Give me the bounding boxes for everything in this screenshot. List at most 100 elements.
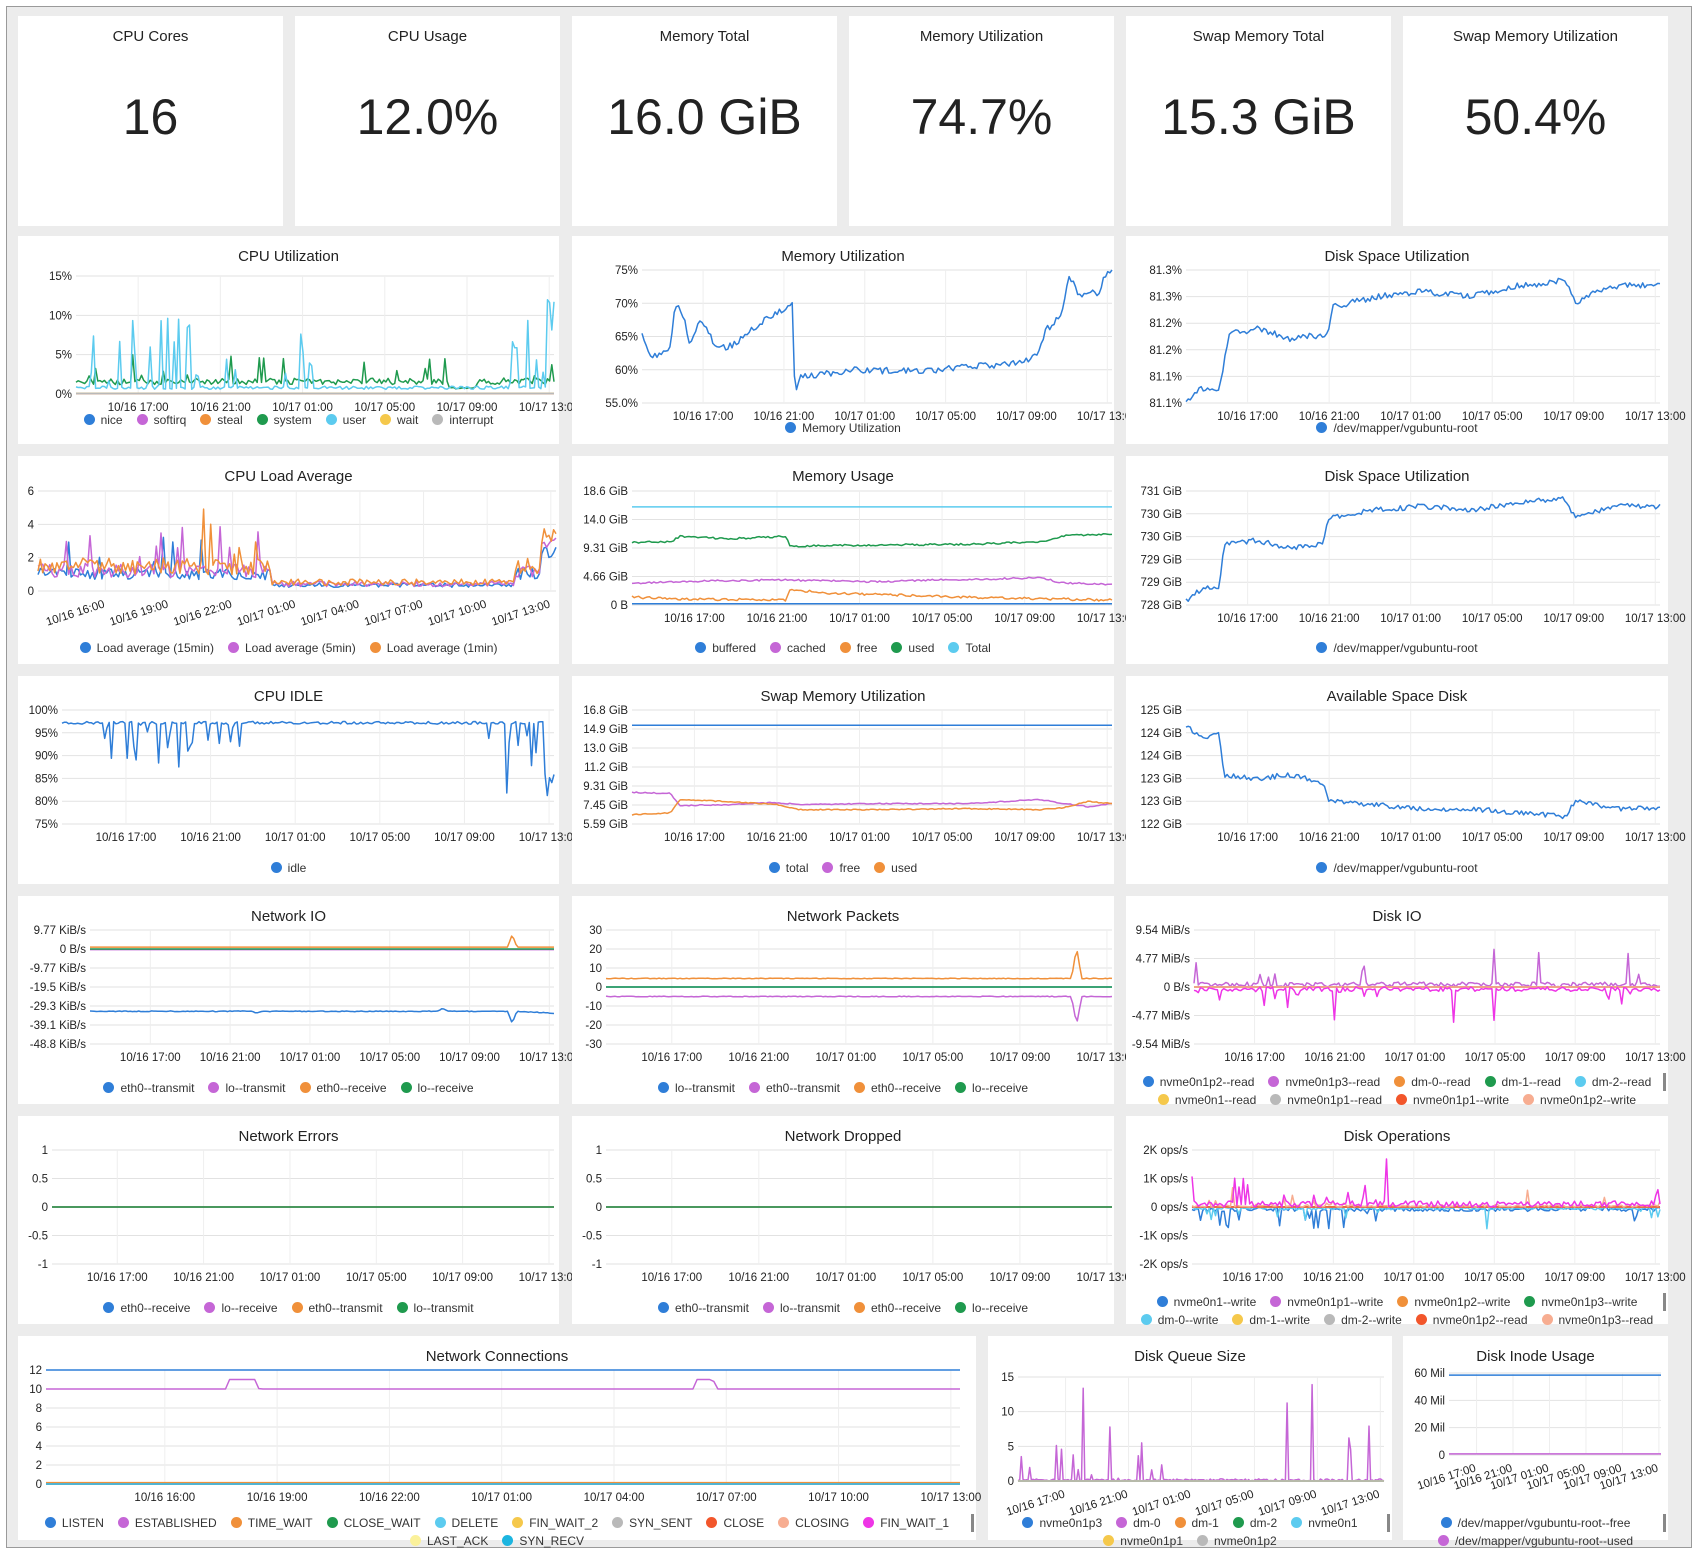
legend-item-lo-receive[interactable]: lo--receive [955, 1299, 1028, 1317]
cpu-load-average-panel: CPU Load Average 6 4 2 0 10/16 16:00 10/16 19:… [18, 456, 559, 664]
legend-item-nvme0n1p1-read[interactable]: nvme0n1p1--read [1270, 1091, 1382, 1109]
legend-item-load-average-1min[interactable]: Load average (1min) [369, 639, 497, 657]
y-tick-label: 729 GiB [1140, 554, 1182, 566]
legend-item-eth0-transmit[interactable]: eth0--transmit [291, 1299, 383, 1317]
legend-item-load-average-15min[interactable]: Load average (15min) [79, 639, 214, 657]
legend-item-nvme0n1p3[interactable]: nvme0n1p3 [1022, 1514, 1102, 1532]
legend-item-dev-mapper-vgubuntu-root[interactable]: /dev/mapper/vgubuntu-root [1316, 419, 1478, 437]
legend-item-established[interactable]: ESTABLISHED [117, 1514, 217, 1532]
legend-scrollbar[interactable] [1663, 1073, 1666, 1091]
legend-item-dm-0-read[interactable]: dm-0--read [1394, 1073, 1471, 1091]
legend-item-dm-1[interactable]: dm-1 [1174, 1514, 1219, 1532]
legend-item-time-wait[interactable]: TIME_WAIT [230, 1514, 313, 1532]
legend-item-nvme0n1[interactable]: nvme0n1 [1291, 1514, 1358, 1532]
legend-item-close-wait[interactable]: CLOSE_WAIT [326, 1514, 421, 1532]
legend-item-lo-transmit[interactable]: lo--transmit [762, 1299, 840, 1317]
legend-item-dev-mapper-vgubuntu-root-used[interactable]: /dev/mapper/vgubuntu-root--used [1437, 1532, 1633, 1550]
legend-item-lo-receive[interactable]: lo--receive [204, 1299, 278, 1317]
series-line-nvme0n1-write [1191, 1206, 1661, 1230]
legend-item-dm-0[interactable]: dm-0 [1116, 1514, 1161, 1532]
legend-item-system[interactable]: system [256, 411, 312, 429]
legend-item-total[interactable]: Total [948, 639, 991, 657]
legend-item-eth0-receive[interactable]: eth0--receive [299, 1079, 387, 1097]
legend-item-eth0-transmit[interactable]: eth0--transmit [657, 1299, 749, 1317]
legend-item-nvme0n1p3-read[interactable]: nvme0n1p3--read [1268, 1073, 1380, 1091]
legend-item-dm-0-write[interactable]: dm-0--write [1140, 1311, 1218, 1329]
legend-item-user[interactable]: user [325, 411, 366, 429]
legend-item-lo-receive[interactable]: lo--receive [955, 1079, 1028, 1097]
legend-item-last-ack[interactable]: LAST_ACK [409, 1532, 488, 1550]
legend-scrollbar[interactable] [1387, 1514, 1390, 1532]
legend-item-memory-utilization[interactable]: Memory Utilization [785, 419, 901, 437]
x-tick-label: 10/17 05:00 [902, 1052, 963, 1064]
legend-scrollbar[interactable] [971, 1514, 974, 1532]
legend-item-dev-mapper-vgubuntu-root[interactable]: /dev/mapper/vgubuntu-root [1316, 639, 1478, 657]
legend-item-nvme0n1p2-read[interactable]: nvme0n1p2--read [1142, 1073, 1254, 1091]
legend-label: system [273, 413, 312, 427]
legend-marker [103, 1302, 115, 1313]
x-tick-label: 10/17 05:00 [1462, 613, 1523, 625]
legend-item-idle[interactable]: idle [270, 859, 306, 877]
legend-item-dm-2[interactable]: dm-2 [1232, 1514, 1277, 1532]
stat-panel-cpu-cores: CPU Cores 16 [18, 16, 283, 226]
chart-title: CPU Utilization [238, 248, 339, 265]
legend-item-used[interactable]: used [874, 859, 917, 877]
legend-item-used[interactable]: used [891, 639, 934, 657]
legend-item-buffered[interactable]: buffered [695, 639, 756, 657]
series-line-dm-0-read [1191, 1158, 1661, 1208]
legend-scrollbar[interactable] [1663, 1514, 1666, 1532]
legend-item-close[interactable]: CLOSE [706, 1514, 764, 1532]
legend-item-nvme0n1-write[interactable]: nvme0n1--write [1156, 1293, 1256, 1311]
legend-item-fin-wait-1[interactable]: FIN_WAIT_1 [863, 1514, 949, 1532]
legend-item-nvme0n1-read[interactable]: nvme0n1--read [1157, 1091, 1256, 1109]
legend-item-dm-1-read[interactable]: dm-1--read [1484, 1073, 1561, 1091]
legend-item-dm-2-read[interactable]: dm-2--read [1574, 1073, 1651, 1091]
x-tick-label: 10/16 21:00 [190, 402, 251, 414]
x-tick-label: 10/16 21:00 [1299, 613, 1360, 625]
legend-item-lo-transmit[interactable]: lo--transmit [657, 1079, 735, 1097]
legend-item-nvme0n1p2[interactable]: nvme0n1p2 [1197, 1532, 1277, 1550]
legend-item-nvme0n1p2-read[interactable]: nvme0n1p2--read [1415, 1311, 1528, 1329]
legend-item-steal[interactable]: steal [200, 411, 243, 429]
legend-item-total[interactable]: total [768, 859, 808, 877]
legend-item-eth0-transmit[interactable]: eth0--transmit [103, 1079, 194, 1097]
legend-item-nvme0n1p3-read[interactable]: nvme0n1p3--read [1541, 1311, 1653, 1329]
legend-item-nvme0n1p1[interactable]: nvme0n1p1 [1103, 1532, 1183, 1550]
legend-item-eth0-receive[interactable]: eth0--receive [103, 1299, 190, 1317]
legend-item-syn-recv[interactable]: SYN_RECV [502, 1532, 584, 1550]
legend-item-softirq[interactable]: softirq [136, 411, 186, 429]
legend-item-eth0-receive[interactable]: eth0--receive [854, 1079, 941, 1097]
legend-item-lo-receive[interactable]: lo--receive [400, 1079, 474, 1097]
legend-item-delete[interactable]: DELETE [434, 1514, 498, 1532]
legend-item-interrupt[interactable]: interrupt [432, 411, 493, 429]
legend-item-lo-transmit[interactable]: lo--transmit [208, 1079, 286, 1097]
legend-item-free[interactable]: free [839, 639, 877, 657]
legend-item-dm-2-write[interactable]: dm-2--write [1324, 1311, 1402, 1329]
legend-item-dev-mapper-vgubuntu-root[interactable]: /dev/mapper/vgubuntu-root [1316, 859, 1478, 877]
legend-item-listen[interactable]: LISTEN [44, 1514, 104, 1532]
legend-item-fin-wait-2[interactable]: FIN_WAIT_2 [512, 1514, 598, 1532]
legend-item-syn-sent[interactable]: SYN_SENT [612, 1514, 692, 1532]
legend-item-dm-1-write[interactable]: dm-1--write [1232, 1311, 1310, 1329]
legend-marker [227, 642, 239, 653]
legend-item-nvme0n1p2-write[interactable]: nvme0n1p2--write [1397, 1293, 1510, 1311]
legend-scrollbar[interactable] [1663, 1293, 1666, 1311]
legend-item-dev-mapper-vgubuntu-root-free[interactable]: /dev/mapper/vgubuntu-root--free [1440, 1514, 1630, 1532]
legend-item-eth0-transmit[interactable]: eth0--transmit [748, 1079, 840, 1097]
legend-item-nice[interactable]: nice [83, 411, 123, 429]
x-tick-label: 10/17 01:00 [1385, 1052, 1446, 1064]
legend-item-nvme0n1p3-write[interactable]: nvme0n1p3--write [1524, 1293, 1637, 1311]
legend-item-free[interactable]: free [822, 859, 860, 877]
legend-item-closing[interactable]: CLOSING [778, 1514, 849, 1532]
legend-item-nvme0n1p2-write[interactable]: nvme0n1p2--write [1523, 1091, 1636, 1109]
x-tick-label: 10/16 17:00 [1217, 832, 1278, 844]
legend-item-nvme0n1p1-write[interactable]: nvme0n1p1--write [1270, 1293, 1383, 1311]
legend-item-load-average-5min[interactable]: Load average (5min) [227, 639, 356, 657]
legend-item-cached[interactable]: cached [770, 639, 826, 657]
legend-item-eth0-receive[interactable]: eth0--receive [854, 1299, 941, 1317]
y-tick-label: 12 [29, 1365, 42, 1377]
legend-item-nvme0n1p1-write[interactable]: nvme0n1p1--write [1396, 1091, 1509, 1109]
legend-item-wait[interactable]: wait [380, 411, 418, 429]
legend-label: nvme0n1p3 [1039, 1516, 1103, 1530]
legend-item-lo-transmit[interactable]: lo--transmit [396, 1299, 474, 1317]
